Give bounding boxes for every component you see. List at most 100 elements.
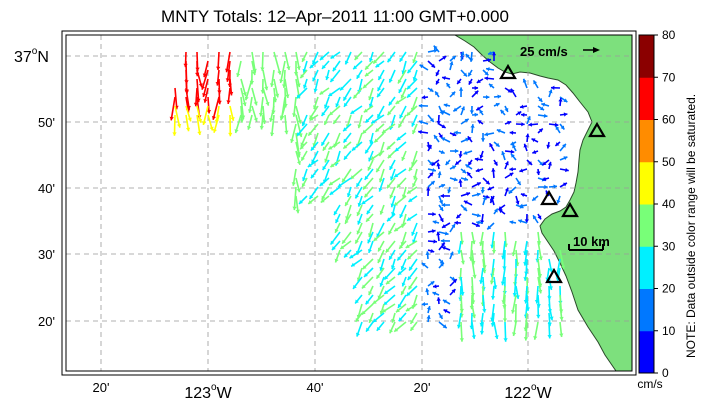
current-vector-arrow xyxy=(373,132,385,144)
current-vector-arrow xyxy=(438,231,449,236)
current-vector-arrow xyxy=(464,163,473,170)
current-vector-arrow xyxy=(388,96,396,106)
current-vector-arrow xyxy=(361,195,374,205)
current-vector-arrow xyxy=(225,60,231,82)
current-vector-arrow xyxy=(362,258,374,270)
current-vector-arrow xyxy=(418,103,429,108)
current-vector-arrow xyxy=(493,159,499,166)
current-vector-arrow xyxy=(477,119,484,125)
current-vector-arrow xyxy=(389,186,396,199)
current-vector-arrow xyxy=(467,159,473,166)
current-vector-arrow xyxy=(319,87,330,96)
colorbar-segment xyxy=(639,330,654,374)
current-vector-arrow xyxy=(515,122,525,127)
current-vector-arrow xyxy=(431,159,440,167)
current-vector-arrow xyxy=(504,87,513,94)
current-vector-arrow xyxy=(532,214,539,224)
current-vector-arrow xyxy=(436,114,441,125)
current-vector-arrow xyxy=(463,200,473,206)
current-vector-arrow xyxy=(368,285,374,296)
current-vector-arrow xyxy=(357,195,363,207)
current-vector-arrow xyxy=(522,78,528,89)
current-vector-arrow xyxy=(503,321,508,342)
current-vector-arrow xyxy=(405,240,418,249)
current-vector-arrow xyxy=(449,177,458,182)
current-vector-arrow xyxy=(356,222,363,235)
current-vector-arrow xyxy=(356,204,363,217)
current-vector-arrow xyxy=(377,78,385,92)
current-vector-arrow xyxy=(301,177,308,188)
current-vector-arrow xyxy=(496,129,506,134)
current-vector-arrow xyxy=(520,192,528,197)
current-vector-arrow xyxy=(489,267,495,285)
current-vector-arrow xyxy=(438,262,445,269)
current-vector-arrow xyxy=(449,288,456,296)
current-vector-arrow xyxy=(406,78,418,90)
current-vector-arrow xyxy=(454,130,462,135)
current-vector-arrow xyxy=(295,51,301,71)
current-vector-arrow xyxy=(185,114,191,132)
current-vector-arrow xyxy=(379,276,385,287)
current-vector-arrow xyxy=(342,87,352,102)
current-vector-arrow xyxy=(386,213,396,222)
colorbar-segment xyxy=(639,288,654,332)
current-vector-arrow xyxy=(511,240,517,257)
current-vector-arrow xyxy=(438,312,444,320)
current-vector-arrow xyxy=(339,240,352,250)
current-vector-arrow xyxy=(354,294,363,305)
current-vector-arrow xyxy=(509,167,517,172)
current-vector-arrow xyxy=(515,285,520,300)
current-vector-arrow xyxy=(396,132,407,141)
current-vector-arrow xyxy=(476,78,484,84)
current-vector-arrow xyxy=(427,171,434,179)
current-vector-arrow xyxy=(331,240,341,251)
current-vector-arrow xyxy=(262,69,269,91)
current-vector-arrow xyxy=(301,51,308,63)
current-vector-arrow xyxy=(510,153,517,161)
current-vector-arrow xyxy=(537,96,543,103)
colorbar-segment xyxy=(639,246,654,289)
current-vector-arrow xyxy=(368,150,374,162)
current-vector-arrow xyxy=(273,51,282,75)
current-vector-arrow xyxy=(491,168,496,179)
current-vector-arrow xyxy=(418,129,429,135)
colorbar-tick-label: 60 xyxy=(662,113,676,127)
current-vector-arrow xyxy=(259,114,264,130)
current-vector-arrow xyxy=(411,114,418,127)
current-vector-arrow xyxy=(386,177,396,189)
current-vector-arrow xyxy=(471,90,479,98)
current-vector-arrow xyxy=(490,195,495,206)
current-vector-arrow xyxy=(546,141,551,149)
current-vector-arrow xyxy=(427,60,436,69)
triangle-icon xyxy=(588,121,606,138)
current-vector-arrow xyxy=(269,114,275,137)
current-vector-arrow xyxy=(258,96,264,117)
current-vector-arrow xyxy=(398,312,407,322)
current-vector-arrow xyxy=(350,105,363,115)
current-vector-arrow xyxy=(247,96,253,114)
current-vector-arrow xyxy=(426,315,431,323)
current-vector-arrow xyxy=(443,103,451,108)
latitude-axis: 37oN 50' 40' 30' 20' xyxy=(14,46,55,329)
current-vector-arrow xyxy=(292,96,297,117)
current-vector-arrow xyxy=(296,87,308,99)
current-vector-arrow xyxy=(372,312,385,323)
current-vector-arrow xyxy=(449,148,459,154)
current-vector-arrow xyxy=(501,151,506,161)
current-vector-arrow xyxy=(352,60,363,70)
current-vector-arrow xyxy=(364,60,374,71)
current-vector-arrow xyxy=(523,321,529,341)
current-vector-arrow xyxy=(349,249,363,259)
current-vector-arrow xyxy=(421,95,429,100)
triangle-icon xyxy=(545,267,563,284)
current-vector-arrow xyxy=(342,123,352,132)
current-vector-arrow xyxy=(343,249,352,259)
current-vector-arrow xyxy=(438,213,444,223)
current-vector-arrow xyxy=(542,159,550,166)
current-vector-arrow xyxy=(460,176,469,182)
current-vector-arrow xyxy=(370,114,385,125)
current-vector-arrow xyxy=(334,222,341,234)
current-vector-arrow xyxy=(427,180,436,188)
current-vector-arrow xyxy=(273,78,280,98)
current-vector-arrow xyxy=(370,150,385,161)
